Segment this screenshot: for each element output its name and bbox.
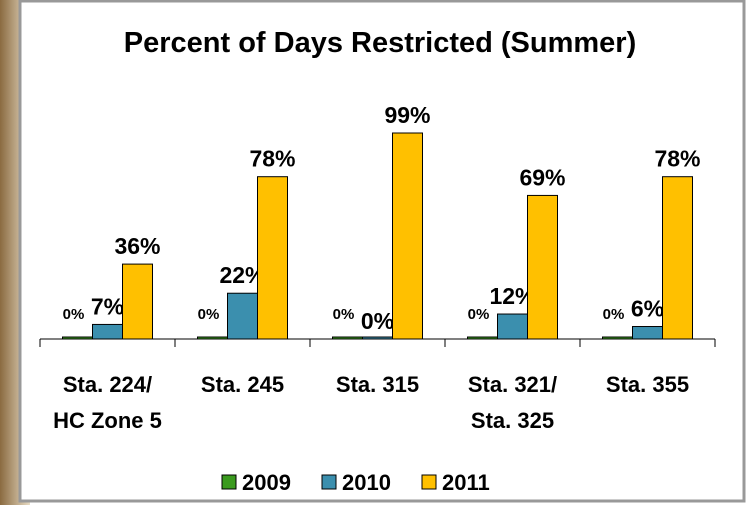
bar	[198, 337, 228, 339]
value-label: 78%	[249, 146, 295, 172]
bar	[603, 337, 633, 339]
bar	[258, 177, 288, 339]
bar	[63, 337, 93, 339]
x-tick-label: Sta. 245	[201, 372, 284, 397]
bar	[393, 133, 423, 339]
chart-title: Percent of Days Restricted (Summer)	[124, 27, 637, 59]
value-label: 0%	[333, 306, 355, 323]
bar	[528, 195, 558, 339]
legend-swatch	[322, 475, 336, 489]
value-label: 6%	[631, 296, 664, 322]
value-label: 0%	[603, 306, 625, 323]
bar	[468, 337, 498, 339]
value-label: 99%	[384, 102, 430, 128]
x-tick-label: Sta. 355	[606, 372, 689, 397]
x-tick-label: Sta. 315	[336, 372, 419, 397]
bar	[333, 337, 363, 339]
value-label: 0%	[361, 308, 394, 334]
bar	[93, 324, 123, 339]
page: {"chart_data": {"type": "bar", "title": …	[0, 0, 747, 505]
legend-label: 2011	[442, 470, 490, 495]
legend-label: 2009	[242, 470, 291, 495]
value-label: 7%	[91, 293, 124, 319]
bar	[663, 177, 693, 339]
bar	[633, 327, 663, 339]
legend-swatch	[422, 475, 436, 489]
bar	[498, 314, 528, 339]
chart: Percent of Days Restricted (Summer) Sta.…	[0, 0, 747, 505]
bar	[228, 293, 258, 339]
bar	[123, 264, 153, 339]
value-label: 36%	[114, 233, 160, 259]
value-label: 69%	[519, 164, 565, 190]
legend-swatch	[222, 475, 236, 489]
value-label: 78%	[654, 146, 700, 172]
value-label: 0%	[468, 306, 490, 323]
legend-label: 2010	[342, 470, 391, 495]
value-label: 0%	[198, 306, 220, 323]
bar	[363, 337, 393, 339]
value-label: 0%	[63, 306, 85, 323]
